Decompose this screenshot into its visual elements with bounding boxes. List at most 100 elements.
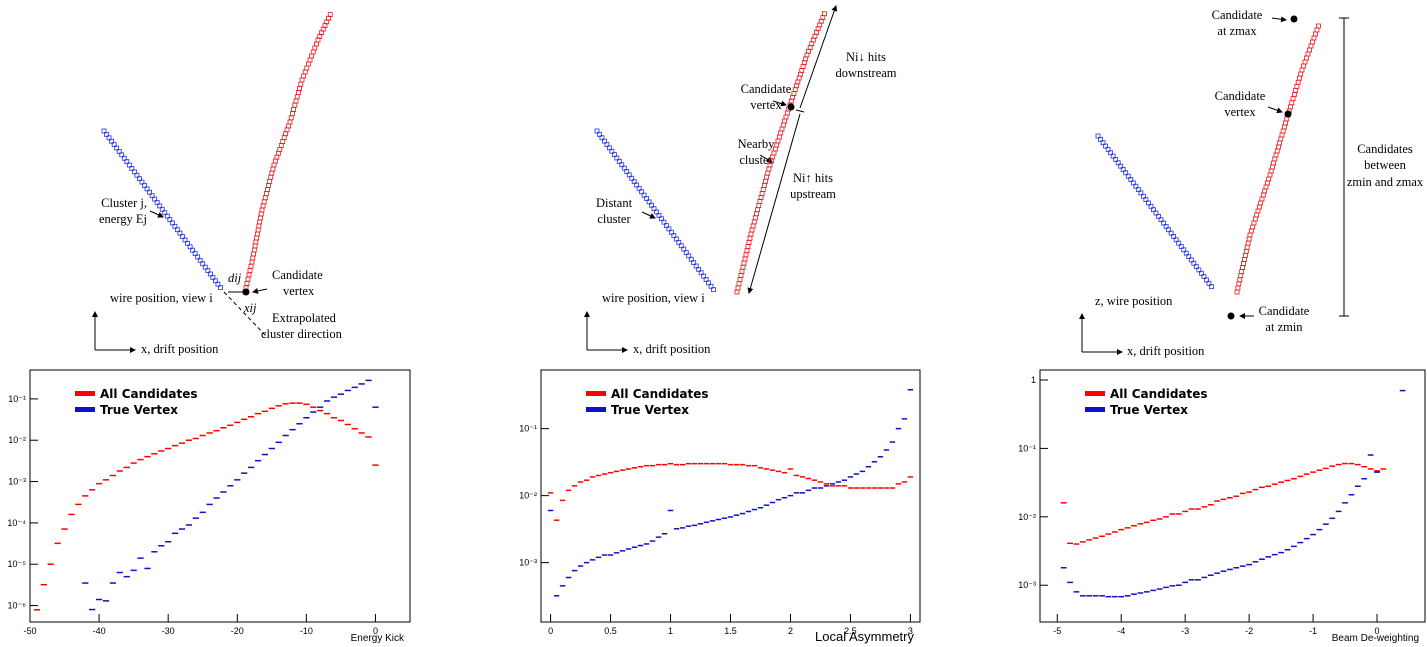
hit	[1275, 149, 1279, 153]
hit	[757, 204, 761, 208]
annotation: Candidate	[741, 82, 792, 96]
x-tick-label: -10	[300, 626, 313, 636]
hit	[282, 136, 286, 140]
hit	[285, 128, 289, 132]
hit	[781, 123, 785, 127]
hit	[296, 91, 300, 95]
pointer	[150, 211, 163, 217]
hit	[254, 240, 258, 244]
hit	[1249, 229, 1253, 233]
hit	[1264, 185, 1268, 189]
hit	[1267, 177, 1271, 181]
hit	[255, 236, 259, 240]
divider	[796, 110, 804, 112]
x-axis-label: Energy Kick	[351, 633, 405, 644]
hit	[1256, 209, 1260, 213]
hit	[762, 183, 766, 187]
hit	[792, 91, 796, 95]
legend-label: All Candidates	[611, 387, 709, 401]
hit	[756, 208, 760, 212]
annotation: zmin and zmax	[1347, 175, 1424, 189]
legend-label: True Vertex	[611, 403, 689, 417]
hit	[1268, 173, 1272, 177]
hit	[272, 163, 276, 167]
hit	[306, 62, 310, 66]
hit	[271, 167, 275, 171]
annotation: downstream	[835, 66, 896, 80]
axis-label: x, drift position	[141, 342, 219, 356]
x-tick-label: -20	[231, 626, 244, 636]
pointer	[1268, 107, 1282, 112]
x-tick-label: 2	[788, 626, 793, 636]
y-tick-label: 10⁻⁶	[8, 601, 27, 611]
y-tick-label: 10⁻¹	[519, 424, 537, 434]
hit	[267, 183, 271, 187]
hit	[1245, 245, 1249, 249]
hit	[745, 249, 749, 253]
legend-label: True Vertex	[1110, 403, 1188, 417]
hit	[1282, 125, 1286, 129]
hit	[251, 256, 255, 260]
x-tick-label: 0.5	[604, 626, 617, 636]
hit	[1291, 97, 1295, 101]
hit	[744, 253, 748, 257]
hit	[252, 248, 256, 252]
axis-label: wire position, view i	[602, 291, 705, 305]
hit	[764, 179, 768, 183]
diagrams: Cluster j, energy Ej dij Candidate verte…	[95, 6, 1424, 358]
hit	[246, 277, 250, 281]
x-tick-label: 0	[548, 626, 553, 636]
hit	[783, 119, 787, 123]
x-tick-label: 1	[668, 626, 673, 636]
hit	[259, 212, 263, 216]
hit	[1242, 262, 1246, 266]
x-tick-label: -3	[1181, 626, 1189, 636]
hit	[249, 264, 253, 268]
hit	[258, 220, 262, 224]
hit	[258, 216, 262, 220]
hit	[741, 265, 745, 269]
hit	[796, 80, 800, 84]
hit	[765, 175, 769, 179]
x-axis-label: Beam De-weighting	[1332, 633, 1419, 644]
hit	[257, 224, 261, 228]
hit	[789, 99, 793, 103]
annotation: at zmax	[1217, 24, 1257, 38]
hit	[269, 175, 273, 179]
hit	[270, 171, 274, 175]
legend-swatch	[586, 391, 606, 396]
hit	[253, 244, 257, 248]
hit	[276, 151, 280, 155]
hit	[776, 139, 780, 143]
pointer	[642, 212, 655, 218]
hit	[1247, 237, 1251, 241]
hit	[777, 135, 781, 139]
hit	[255, 232, 259, 236]
hit	[804, 57, 808, 61]
legend-swatch	[1085, 407, 1105, 412]
x-tick-label: -5	[1053, 626, 1061, 636]
annotation: Extrapolated	[272, 311, 337, 325]
axis-label: x, drift position	[1127, 344, 1205, 358]
hit	[749, 232, 753, 236]
hit	[785, 111, 789, 115]
annotation: cluster	[597, 212, 631, 226]
hit	[797, 76, 801, 80]
hit	[1314, 32, 1318, 36]
hit	[1239, 274, 1243, 278]
annotation: Candidate	[1212, 8, 1263, 22]
hit	[759, 196, 763, 200]
hit	[311, 50, 315, 54]
hit	[1315, 28, 1319, 32]
hit	[748, 236, 752, 240]
hit	[310, 54, 314, 58]
x-tick-label: -1	[1309, 626, 1317, 636]
hit	[1279, 137, 1283, 141]
hit	[278, 147, 282, 151]
hit	[1305, 56, 1309, 60]
hit	[1284, 121, 1288, 125]
hit	[793, 88, 797, 92]
hit	[742, 261, 746, 265]
hit	[766, 171, 770, 175]
hit	[751, 224, 755, 228]
